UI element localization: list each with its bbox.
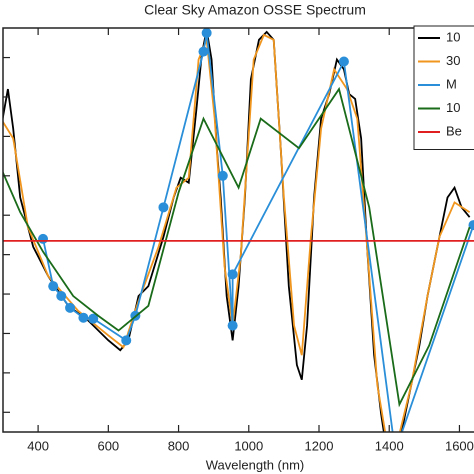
chart-title: Clear Sky Amazon OSSE Spectrum xyxy=(144,2,366,18)
x-tick-label: 800 xyxy=(168,438,190,453)
series-marker xyxy=(217,170,228,181)
plot-area xyxy=(3,28,474,432)
x-tick-label: 400 xyxy=(27,438,49,453)
series-marker xyxy=(65,302,76,313)
legend-label: Be xyxy=(446,123,462,138)
x-tick-label: 1600 xyxy=(445,438,474,453)
legend-label: 10 xyxy=(446,29,460,44)
series-marker xyxy=(88,313,99,324)
series-marker xyxy=(201,28,212,38)
x-tick-label: 600 xyxy=(97,438,119,453)
series-line xyxy=(3,33,471,432)
x-axis-label: Wavelength (nm) xyxy=(206,457,305,472)
x-tick-label: 1000 xyxy=(234,438,263,453)
legend-label: 10 xyxy=(446,100,460,115)
series-marker xyxy=(78,312,89,323)
series-marker xyxy=(227,269,238,280)
series-marker xyxy=(56,291,67,302)
plot-frame xyxy=(2,27,474,433)
series-marker xyxy=(158,202,169,213)
x-tick-label: 1400 xyxy=(375,438,404,453)
series-marker xyxy=(338,56,349,67)
legend-label: 30 xyxy=(446,53,460,68)
x-tick-label: 1200 xyxy=(305,438,334,453)
series-line xyxy=(42,32,474,432)
series-marker xyxy=(227,320,238,331)
series-marker xyxy=(38,233,49,244)
legend-label: M xyxy=(446,76,457,91)
legend-box xyxy=(413,25,474,150)
series-line xyxy=(3,86,471,408)
series-marker xyxy=(121,335,132,346)
series-marker xyxy=(48,281,59,292)
series-line xyxy=(3,29,471,432)
series-marker xyxy=(198,46,209,57)
